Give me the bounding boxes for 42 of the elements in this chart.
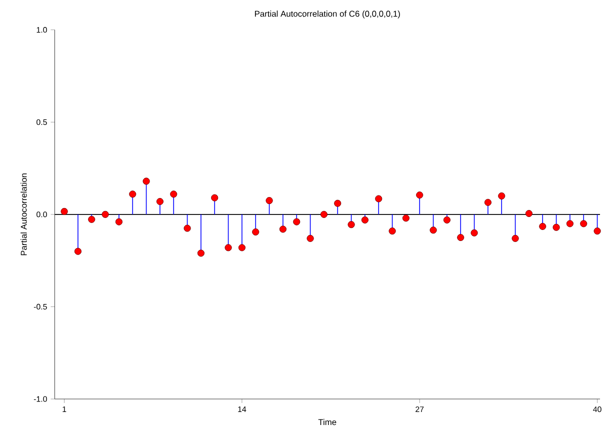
point xyxy=(306,234,314,242)
point xyxy=(266,197,273,204)
point xyxy=(320,210,328,218)
point xyxy=(238,244,246,252)
y-axis-title: Partial Autocorrelation xyxy=(20,174,27,256)
point xyxy=(498,192,506,200)
chart-title: Partial Autocorrelation of C6 (0,0,0,0,1) xyxy=(254,10,400,18)
point xyxy=(334,200,342,207)
point xyxy=(402,214,410,222)
point xyxy=(88,216,96,224)
point xyxy=(539,222,546,230)
point xyxy=(512,234,519,242)
point xyxy=(252,228,260,236)
point xyxy=(348,221,355,228)
point xyxy=(470,229,478,237)
point xyxy=(74,248,82,255)
point xyxy=(224,244,232,252)
point xyxy=(293,218,300,226)
point xyxy=(211,194,218,202)
point xyxy=(115,218,122,226)
point xyxy=(170,190,178,198)
point xyxy=(484,198,492,206)
point xyxy=(416,192,424,199)
point xyxy=(430,226,437,234)
point xyxy=(443,216,450,224)
point xyxy=(279,226,286,233)
point xyxy=(457,234,464,242)
point xyxy=(375,195,382,202)
point xyxy=(129,190,136,198)
point xyxy=(580,220,588,228)
point xyxy=(60,208,68,216)
point xyxy=(361,216,368,224)
point xyxy=(566,220,574,228)
point xyxy=(552,224,560,231)
point xyxy=(156,198,164,206)
x-axis-title: Time xyxy=(318,418,336,426)
point xyxy=(184,224,191,232)
point xyxy=(102,210,109,218)
point xyxy=(142,178,150,185)
point xyxy=(197,250,204,257)
point xyxy=(388,228,396,235)
point xyxy=(525,210,532,218)
